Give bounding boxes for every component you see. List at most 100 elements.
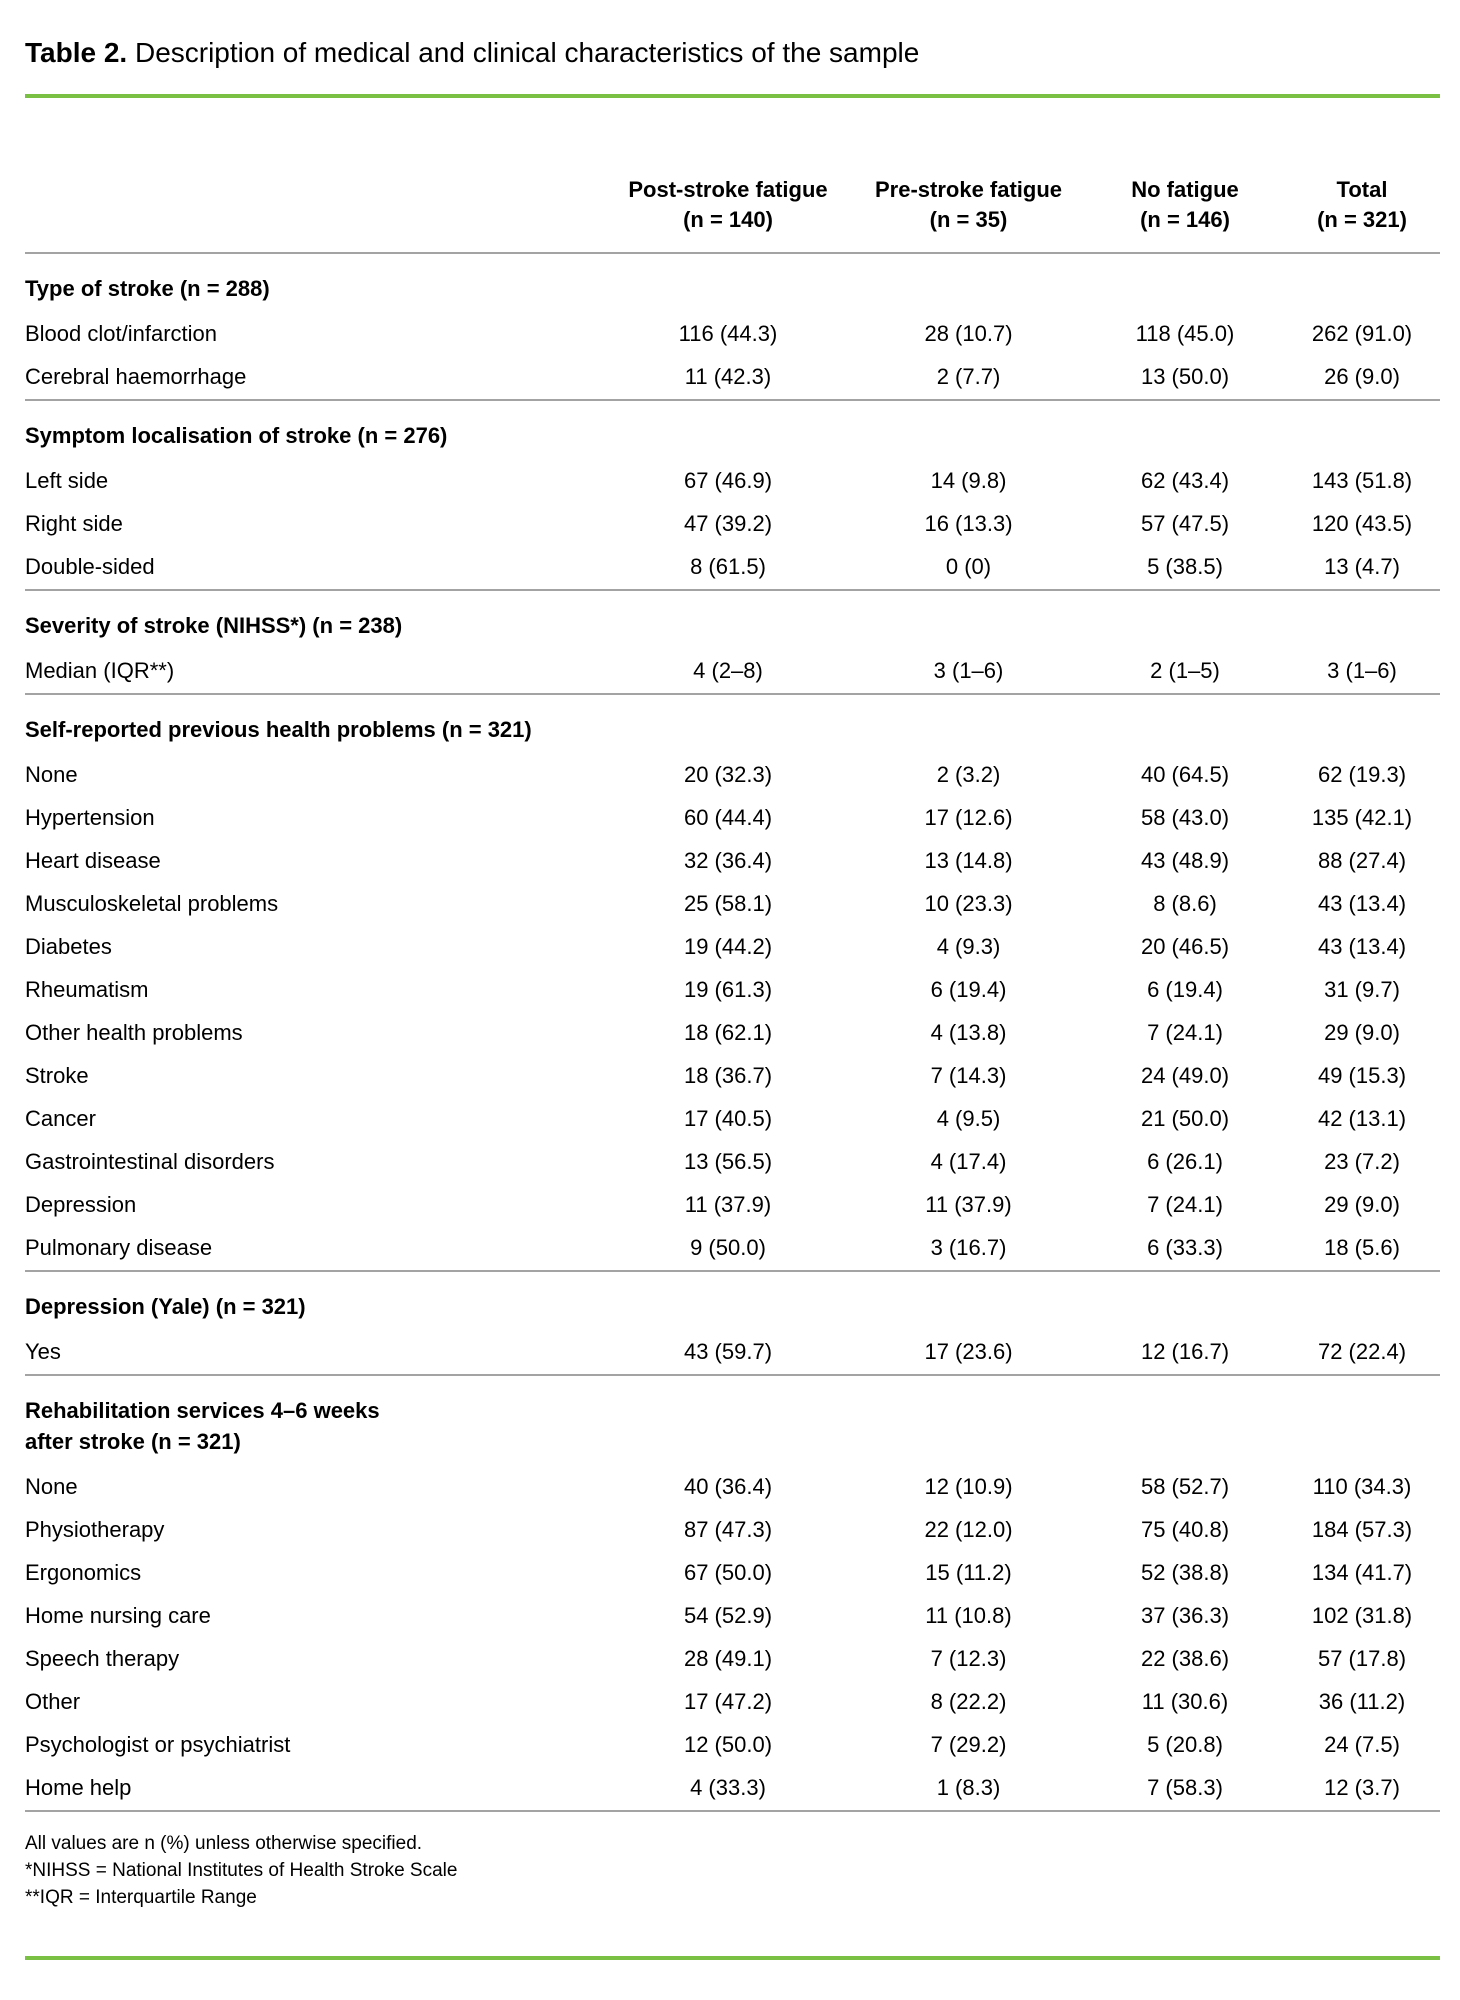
row-label: Diabetes bbox=[25, 934, 112, 959]
footnote: **IQR = Interquartile Range bbox=[25, 1887, 257, 1908]
cell-value: 72 (22.4) bbox=[1317, 1339, 1407, 1364]
cell-value: 2 (1–5) bbox=[1150, 658, 1220, 683]
table-row: Other 17 (47.2) 8 (22.2) 11 (30.6) 36 (11.2) bbox=[25, 1681, 1440, 1724]
row-label: Blood clot/infarction bbox=[25, 321, 217, 346]
cell-value: 9 (50.0) bbox=[690, 1235, 766, 1260]
row-label: Gastrointestinal disorders bbox=[25, 1149, 275, 1174]
cell-value: 40 (36.4) bbox=[683, 1474, 773, 1499]
cell-value: 20 (32.3) bbox=[683, 762, 773, 787]
row-label: Speech therapy bbox=[25, 1646, 180, 1671]
cell-value: 19 (44.2) bbox=[683, 934, 773, 959]
cell-value: 20 (46.5) bbox=[1140, 934, 1230, 959]
row-label: Right side bbox=[25, 511, 123, 536]
cell-value: 18 (62.1) bbox=[683, 1020, 773, 1045]
footnotes: All values are n (%) unless otherwise sp… bbox=[25, 1830, 1440, 1911]
column-header: No fatigue (n = 146) bbox=[1086, 98, 1284, 253]
table-body: Type of stroke (n = 288) Blood clot/infar… bbox=[25, 253, 1440, 1811]
cell-value: 67 (50.0) bbox=[683, 1560, 773, 1585]
cell-value: 87 (47.3) bbox=[683, 1517, 773, 1542]
cell-value: 29 (9.0) bbox=[1324, 1020, 1400, 1045]
cell-value: 18 (36.7) bbox=[683, 1063, 773, 1088]
column-header: Pre-stroke fatigue (n = 35) bbox=[851, 98, 1086, 253]
column-header-row: Post-stroke fatigue (n = 140) Pre-stroke f… bbox=[25, 98, 1440, 253]
cell-value: 120 (43.5) bbox=[1311, 511, 1413, 536]
cell-value: 28 (10.7) bbox=[924, 321, 1013, 346]
cell-value: 15 (11.2) bbox=[925, 1560, 1012, 1585]
cell-value: 17 (12.6) bbox=[924, 805, 1013, 830]
cell-value: 19 (61.3) bbox=[683, 977, 773, 1002]
cell-value: 54 (52.9) bbox=[683, 1603, 773, 1628]
cell-value: 184 (57.3) bbox=[1311, 1517, 1413, 1542]
cell-value: 1 (8.3) bbox=[936, 1775, 1001, 1800]
row-label: Home nursing care bbox=[25, 1603, 211, 1628]
cell-value: 52 (38.8) bbox=[1140, 1560, 1230, 1585]
table-row: Home help 4 (33.3) 1 (8.3) 7 (58.3) 12 (3.7) bbox=[25, 1767, 1440, 1811]
cell-value: 13 (14.8) bbox=[924, 848, 1013, 873]
column-header-line1: Post-stroke fatigue bbox=[628, 177, 828, 202]
table-row: Hypertension 60 (44.4) 17 (12.6) 58 (43.0) 1… bbox=[25, 797, 1440, 840]
cell-value: 5 (20.8) bbox=[1147, 1732, 1223, 1757]
table-row: None 40 (36.4) 12 (10.9) 58 (52.7) 110 (34.3… bbox=[25, 1466, 1440, 1509]
table-row: Cerebral haemorrhage 11 (42.3) 2 (7.7) 13 (… bbox=[25, 356, 1440, 400]
cell-value: 4 (13.8) bbox=[930, 1020, 1007, 1045]
row-label: Left side bbox=[25, 468, 109, 493]
cell-value: 23 (7.2) bbox=[1324, 1149, 1400, 1174]
row-label: Psychologist or psychiatrist bbox=[25, 1732, 291, 1757]
cell-value: 43 (13.4) bbox=[1317, 934, 1407, 959]
cell-value: 143 (51.8) bbox=[1311, 468, 1413, 493]
table-row: Pulmonary disease 9 (50.0) 3 (16.7) 6 (33.3… bbox=[25, 1227, 1440, 1271]
cell-value: 57 (17.8) bbox=[1317, 1646, 1407, 1671]
cell-value: 75 (40.8) bbox=[1140, 1517, 1230, 1542]
cell-value: 6 (19.4) bbox=[930, 977, 1007, 1002]
cell-value: 11 (30.6) bbox=[1141, 1689, 1229, 1714]
section-header: Rehabilitation services 4–6 weeks after … bbox=[25, 1398, 380, 1454]
cell-value: 3 (1–6) bbox=[1327, 658, 1397, 683]
cell-value: 11 (10.8) bbox=[925, 1603, 1012, 1628]
row-label-column-header bbox=[25, 98, 605, 253]
cell-value: 62 (43.4) bbox=[1140, 468, 1230, 493]
row-label: Hypertension bbox=[25, 805, 155, 830]
section-header-row: Type of stroke (n = 288) bbox=[25, 253, 1440, 313]
column-header-line2: (n = 35) bbox=[929, 207, 1008, 232]
cell-value: 7 (24.1) bbox=[1147, 1192, 1223, 1217]
row-label: Depression bbox=[25, 1192, 137, 1217]
row-label: None bbox=[25, 762, 78, 787]
table-title: Table 2. Description of medical and clin… bbox=[25, 36, 1440, 70]
row-label: Double-sided bbox=[25, 554, 155, 579]
section-header: Depression (Yale) (n = 321) bbox=[25, 1294, 306, 1319]
table-row: Home nursing care 54 (52.9) 11 (10.8) 37 (3… bbox=[25, 1595, 1440, 1638]
row-label: Pulmonary disease bbox=[25, 1235, 213, 1260]
table-head: Post-stroke fatigue (n = 140) Pre-stroke f… bbox=[25, 98, 1440, 253]
cell-value: 7 (24.1) bbox=[1147, 1020, 1223, 1045]
table-number-label: Table 2. bbox=[25, 37, 128, 68]
cell-value: 22 (38.6) bbox=[1140, 1646, 1230, 1671]
section-header-row: Self-reported previous health problems (… bbox=[25, 694, 1440, 754]
cell-value: 4 (2–8) bbox=[693, 658, 763, 683]
cell-value: 57 (47.5) bbox=[1140, 511, 1230, 536]
table-row: Yes 43 (59.7) 17 (23.6) 12 (16.7) 72 (22.4) bbox=[25, 1331, 1440, 1375]
cell-value: 4 (17.4) bbox=[930, 1149, 1007, 1174]
section-header-row: Symptom localisation of stroke (n = 276) bbox=[25, 400, 1440, 460]
cell-value: 11 (37.9) bbox=[684, 1192, 772, 1217]
row-label: Median (IQR**) bbox=[25, 658, 175, 683]
cell-value: 13 (50.0) bbox=[1140, 364, 1230, 389]
cell-value: 7 (14.3) bbox=[930, 1063, 1007, 1088]
section-header: Type of stroke (n = 288) bbox=[25, 276, 270, 301]
cell-value: 67 (46.9) bbox=[683, 468, 773, 493]
table-row: Heart disease 32 (36.4) 13 (14.8) 43 (48.9)… bbox=[25, 840, 1440, 883]
section-header: Severity of stroke (NIHSS*) (n = 238) bbox=[25, 613, 403, 638]
row-label: Home help bbox=[25, 1775, 132, 1800]
table-row: Ergonomics 67 (50.0) 15 (11.2) 52 (38.8) 134… bbox=[25, 1552, 1440, 1595]
row-label: Cerebral haemorrhage bbox=[25, 364, 247, 389]
cell-value: 134 (41.7) bbox=[1311, 1560, 1413, 1585]
column-header-line1: No fatigue bbox=[1131, 177, 1239, 202]
cell-value: 7 (58.3) bbox=[1147, 1775, 1223, 1800]
cell-value: 4 (9.3) bbox=[936, 934, 1001, 959]
cell-value: 10 (23.3) bbox=[924, 891, 1013, 916]
column-header: Post-stroke fatigue (n = 140) bbox=[605, 98, 851, 253]
table-row: Speech therapy 28 (49.1) 7 (12.3) 22 (38.6)… bbox=[25, 1638, 1440, 1681]
section-header-row: Rehabilitation services 4–6 weeks after … bbox=[25, 1375, 1440, 1466]
table-row: Physiotherapy 87 (47.3) 22 (12.0) 75 (40.8)… bbox=[25, 1509, 1440, 1552]
cell-value: 7 (12.3) bbox=[930, 1646, 1007, 1671]
footnote: All values are n (%) unless otherwise sp… bbox=[25, 1833, 423, 1854]
